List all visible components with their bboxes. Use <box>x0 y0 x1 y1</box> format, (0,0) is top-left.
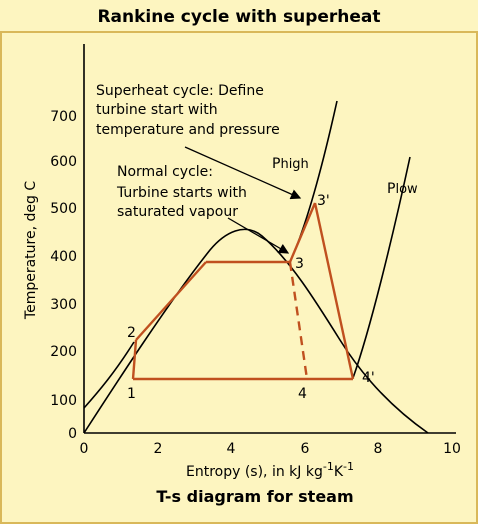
x-axis-label-main: Entropy (s), in kJ kg <box>186 464 323 480</box>
superheat-text-line2: turbine start with <box>96 102 218 118</box>
p-low-main: P <box>387 181 395 197</box>
y-tick-label: 300 <box>50 297 77 313</box>
x-axis-label-sup1: -1 <box>323 460 334 473</box>
x-tick-labels: 0 2 4 6 8 10 <box>80 441 461 457</box>
high-pressure-isobar-liquid <box>83 341 135 409</box>
x-tick-label: 8 <box>374 441 383 457</box>
normal-text-line3: saturated vapour <box>117 204 238 220</box>
figure-border <box>0 31 478 524</box>
normal-text-line1: Normal cycle: <box>117 164 213 180</box>
superheat-arrow <box>184 146 302 200</box>
x-tick-label: 4 <box>227 441 236 457</box>
x-axis-label-k: K <box>334 464 344 480</box>
y-axis-label: Temperature, deg C <box>23 181 39 320</box>
superheat-text-line3: temperature and pressure <box>96 122 280 138</box>
point-label-4prime: 4' <box>362 370 375 386</box>
y-tick-label: 700 <box>50 109 77 125</box>
point-label-1: 1 <box>127 386 136 402</box>
cycle-line-superheat <box>288 202 317 263</box>
diagram-title: Rankine cycle with superheat <box>97 7 380 27</box>
x-tick-label: 10 <box>443 441 461 457</box>
cycle-line-1-2 <box>131 339 138 380</box>
rankine-cycle <box>131 202 355 381</box>
y-tick-label: 100 <box>50 393 77 409</box>
p-high-sub: high <box>280 157 308 172</box>
cycle-line-3-4-dashed <box>288 261 309 380</box>
point-label-4: 4 <box>298 386 307 402</box>
cycle-line-2-boiling <box>135 261 207 341</box>
superheat-text-line1: Superheat cycle: Define <box>96 83 264 99</box>
p-low-sub: low <box>395 182 418 197</box>
y-tick-label: 600 <box>50 154 77 170</box>
normal-arrow <box>227 217 290 254</box>
normal-text-line2: Turbine starts with <box>116 185 247 201</box>
point-label-2: 2 <box>127 325 136 341</box>
low-pressure-isobar <box>352 156 411 379</box>
p-high-label: Phigh <box>272 156 309 172</box>
point-label-3: 3 <box>295 256 304 272</box>
saturation-dome <box>83 228 429 434</box>
y-tick-label: 200 <box>50 344 77 360</box>
y-tick-label: 500 <box>50 201 77 217</box>
cycle-line-3prime-4prime <box>313 202 355 380</box>
y-tick-label: 0 <box>68 426 77 442</box>
y-tick-label: 400 <box>50 249 77 265</box>
y-tick-labels: 0 100 200 300 400 500 600 700 <box>50 109 77 442</box>
p-high-main: P <box>272 156 280 172</box>
x-axis-label-sup2: -1 <box>343 460 354 473</box>
x-tick-label: 2 <box>154 441 163 457</box>
point-labels: 1 2 3 3' 4 4' <box>127 193 375 402</box>
p-low-label: Plow <box>387 181 418 197</box>
normal-annotation: Normal cycle: Turbine starts with satura… <box>116 164 247 220</box>
diagram-caption: T-s diagram for steam <box>156 487 353 506</box>
x-tick-label: 0 <box>80 441 89 457</box>
superheat-annotation: Superheat cycle: Define turbine start wi… <box>96 83 280 138</box>
x-tick-label: 6 <box>301 441 310 457</box>
x-axis-label: Entropy (s), in kJ kg-1K-1 <box>186 460 354 480</box>
point-label-3prime: 3' <box>317 193 330 209</box>
